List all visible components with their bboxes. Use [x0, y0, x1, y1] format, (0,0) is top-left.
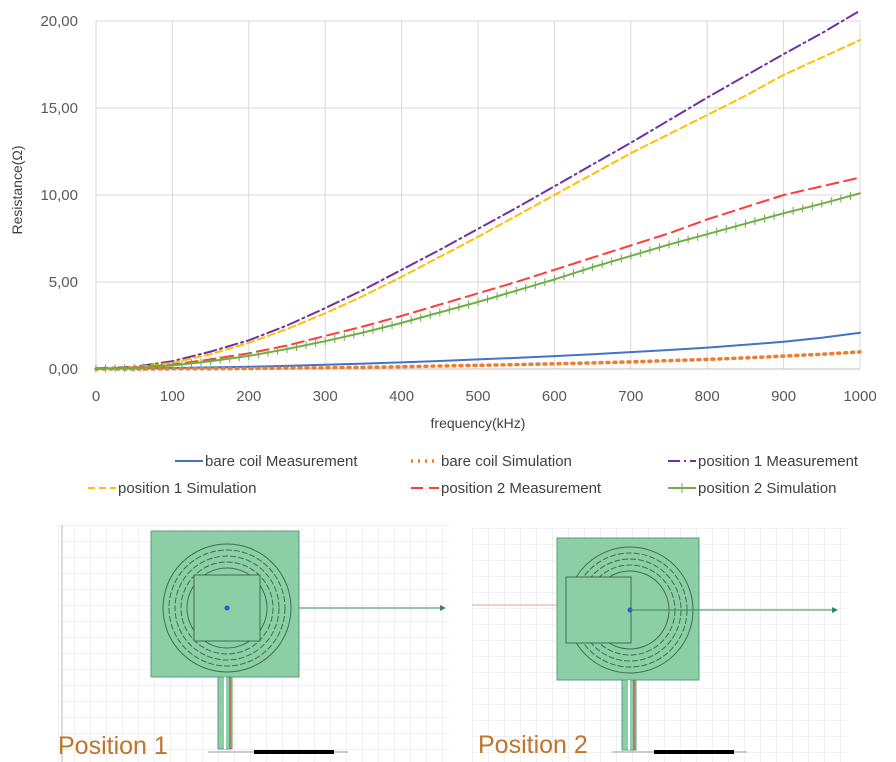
series-line-5 [95, 176, 861, 370]
y-tick-labels: 0,00 5,00 10,00 15,00 20,00 [40, 13, 78, 378]
grid [95, 20, 861, 370]
x-axis-title: frequency(kHz) [431, 415, 526, 431]
x-tick-labels: 0 100 200 300 400 500 600 700 800 900 1000 [92, 388, 877, 405]
x-tick-label: 700 [618, 388, 643, 405]
x-tick-label: 1000 [843, 388, 876, 405]
position-2-panel: Position 2 [472, 528, 848, 762]
x-tick-label: 200 [236, 388, 261, 405]
ferrite-square [565, 576, 632, 644]
legend-label: position 2 Simulation [698, 480, 836, 497]
position-1-label: Position 1 [58, 732, 168, 760]
legend-label: position 2 Measurement [441, 480, 602, 497]
y-tick-label: 10,00 [40, 187, 78, 204]
y-axis-title: Resistance(Ω) [9, 145, 25, 234]
y-tick-label: 5,00 [49, 274, 78, 291]
scale-bar [254, 750, 334, 754]
y-tick-label: 20,00 [40, 13, 78, 30]
x-tick-label: 400 [389, 388, 414, 405]
series-lines [94, 9, 862, 373]
y-tick-label: 15,00 [40, 100, 78, 117]
x-tick-label: 500 [465, 388, 490, 405]
position-2-label: Position 2 [478, 731, 588, 759]
legend-label: position 1 Simulation [118, 480, 256, 497]
series-line-3 [95, 9, 861, 370]
coil-winding [162, 543, 292, 673]
x-tick-label: 100 [160, 388, 185, 405]
legend-label: bare coil Measurement [205, 453, 358, 470]
x-tick-label: 300 [313, 388, 338, 405]
position-2-drawing [472, 528, 848, 762]
center-point [224, 605, 230, 611]
legend: bare coil Measurement bare coil Simulatio… [88, 453, 859, 497]
x-tick-label: 0 [92, 388, 100, 405]
x-tick-label: 900 [771, 388, 796, 405]
position-1-drawing [58, 525, 450, 762]
resistance-chart: 0 100 200 300 400 500 600 700 800 900 1000 0,00 5,0… [9, 9, 877, 497]
legend-label: bare coil Simulation [441, 453, 572, 470]
x-tick-label: 600 [542, 388, 567, 405]
position-1-panel: Position 1 [58, 525, 450, 762]
y-tick-label: 0,00 [49, 361, 78, 378]
legend-label: position 1 Measurement [698, 453, 859, 470]
series-line-2 [94, 350, 862, 371]
x-tick-label: 800 [695, 388, 720, 405]
scale-bar [654, 750, 734, 754]
series-line-4 [95, 39, 861, 370]
